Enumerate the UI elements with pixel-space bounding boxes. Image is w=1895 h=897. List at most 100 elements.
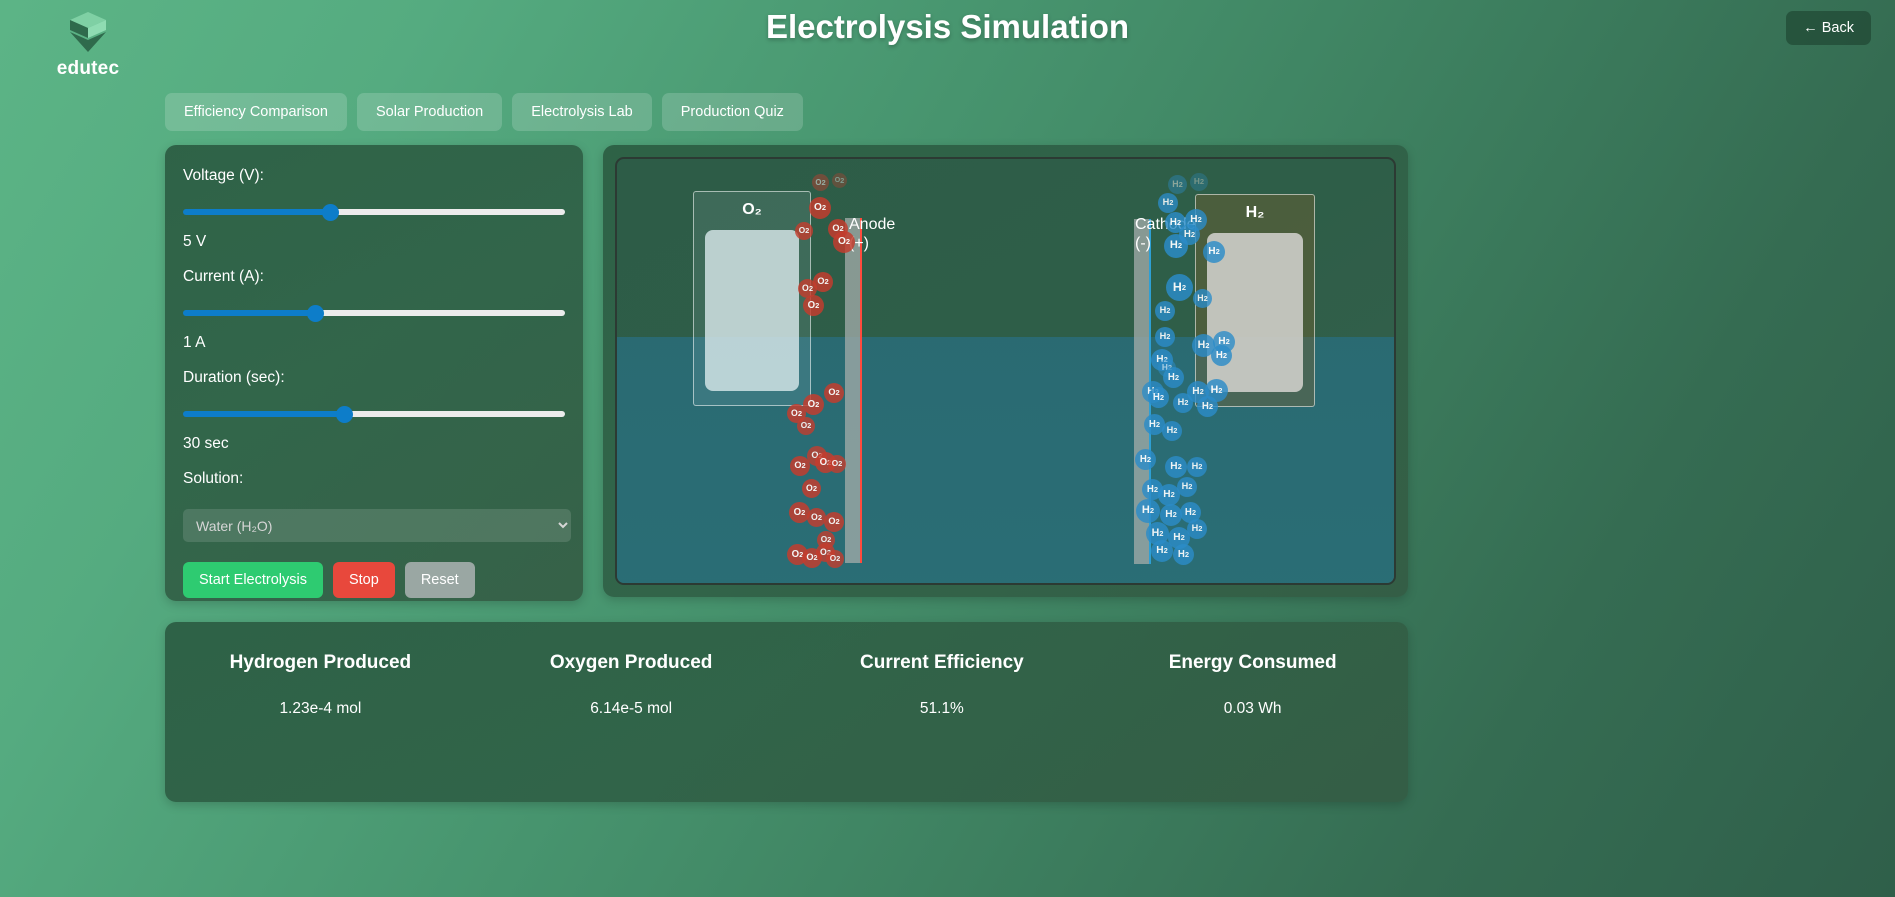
- result-hydrogen-produced: Hydrogen Produced 1.23e-4 mol: [165, 652, 476, 802]
- result-title: Oxygen Produced: [549, 652, 713, 673]
- simulation-panel: O₂ H₂ Anode (+) Cathode (-) O2O2O2O2O2O2…: [603, 145, 1408, 597]
- voltage-value: 5 V: [183, 233, 207, 250]
- page-title: Electrolysis Simulation: [765, 8, 1130, 45]
- oxygen-tube-label: O₂: [742, 201, 762, 218]
- result-title: Current Efficiency: [860, 652, 1024, 673]
- duration-slider[interactable]: [183, 411, 565, 417]
- result-value: 6.14e-5 mol: [590, 700, 673, 717]
- duration-value: 30 sec: [183, 435, 229, 452]
- hydrogen-collection-tube: H₂: [1195, 194, 1315, 407]
- anode-label-name: Anode: [849, 216, 896, 233]
- results-panel: Hydrogen Produced 1.23e-4 mol Oxygen Pro…: [165, 622, 1408, 802]
- result-value: 1.23e-4 mol: [279, 700, 362, 717]
- voltage-label: Voltage (V):: [183, 167, 264, 184]
- stop-button[interactable]: Stop: [332, 562, 395, 598]
- back-button[interactable]: ← Back: [1786, 11, 1871, 45]
- voltage-slider[interactable]: [183, 209, 565, 215]
- action-button-row: Start Electrolysis Stop Reset: [183, 562, 565, 598]
- solution-label: Solution:: [183, 470, 244, 487]
- result-title: Hydrogen Produced: [229, 652, 412, 673]
- result-current-efficiency: Current Efficiency 51.1%: [787, 652, 1098, 802]
- brand-name: edutec: [56, 58, 120, 79]
- result-value: 0.03 Wh: [1223, 700, 1282, 717]
- tab-solar-production[interactable]: Solar Production: [357, 93, 503, 131]
- result-value: 51.1%: [919, 700, 964, 717]
- controls-panel: Voltage (V): 5 V Current (A): 1 A Durati…: [165, 145, 583, 601]
- duration-label: Duration (sec):: [183, 369, 285, 386]
- result-energy-consumed: Energy Consumed 0.03 Wh: [1097, 652, 1408, 802]
- result-oxygen-produced: Oxygen Produced 6.14e-5 mol: [476, 652, 787, 802]
- start-electrolysis-button[interactable]: Start Electrolysis: [183, 562, 323, 598]
- oxygen-tube-fill: [705, 230, 799, 391]
- anode-electrode: [845, 218, 862, 563]
- anode-label-polarity: (+): [849, 235, 869, 252]
- current-value: 1 A: [183, 334, 206, 351]
- reset-button[interactable]: Reset: [404, 562, 475, 598]
- current-slider[interactable]: [183, 310, 565, 316]
- result-title: Energy Consumed: [1168, 652, 1337, 673]
- tab-bar: Efficiency Comparison Solar Production E…: [165, 93, 803, 131]
- tab-electrolysis-lab[interactable]: Electrolysis Lab: [512, 93, 652, 131]
- layers-stack-icon: [70, 12, 106, 52]
- brand-logo[interactable]: edutec: [28, 8, 148, 80]
- tab-efficiency-comparison[interactable]: Efficiency Comparison: [165, 93, 347, 131]
- electrolysis-tank: O₂ H₂ Anode (+) Cathode (-) O2O2O2O2O2O2…: [615, 157, 1396, 585]
- current-label: Current (A):: [183, 268, 264, 285]
- cathode-label-polarity: (-): [1135, 235, 1151, 252]
- hydrogen-tube-label: H₂: [1245, 204, 1265, 221]
- anode-label: Anode (+): [849, 215, 895, 253]
- oxygen-collection-tube: O₂: [693, 191, 811, 406]
- tab-production-quiz[interactable]: Production Quiz: [661, 93, 803, 131]
- solution-select[interactable]: Water (H₂O): [183, 509, 571, 542]
